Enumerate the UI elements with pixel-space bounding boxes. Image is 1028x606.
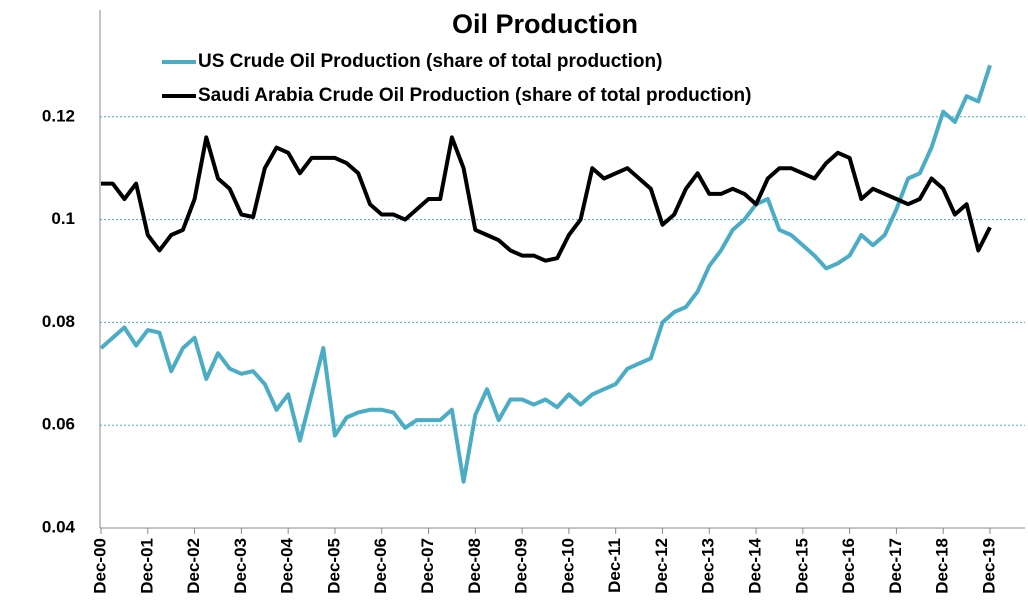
y-tick-label: 0.06 [42,415,75,434]
y-tick-label: 0.04 [42,517,76,536]
y-tick-label: 0.1 [51,209,75,228]
legend-label: US Crude Oil Production (share of total … [198,51,662,72]
x-tick-label: Dec-19 [979,538,998,594]
chart-title: Oil Production [452,9,638,39]
x-tick-label: Dec-02 [184,538,203,594]
x-tick-label: Dec-15 [792,538,811,594]
series-line [101,135,992,263]
x-tick-label: Dec-09 [512,538,531,594]
x-tick-label: Dec-13 [699,538,718,594]
x-tick-label: Dec-17 [886,538,905,594]
x-tick-label: Dec-16 [839,538,858,594]
x-tick-label: Dec-03 [231,538,250,594]
x-tick-label: Dec-14 [746,537,765,593]
y-tick-label: 0.08 [42,312,75,331]
x-tick-label: Dec-08 [465,538,484,594]
x-tick-label: Dec-07 [418,538,437,594]
x-tick-label: Dec-10 [558,538,577,594]
y-tick-label: 0.12 [42,106,75,125]
x-tick-label: Dec-05 [324,538,343,594]
x-tick-label: Dec-06 [371,538,390,594]
legend-label: Saudi Arabia Crude Oil Production (share… [198,85,752,106]
x-tick-label: Dec-04 [278,537,297,593]
x-tick-label: Dec-00 [90,538,109,594]
x-tick-label: Dec-18 [933,538,952,594]
x-tick-label: Dec-12 [652,538,671,594]
x-tick-label: Dec-11 [605,538,624,593]
series-line [99,64,992,484]
x-tick-label: Dec-01 [137,538,156,594]
